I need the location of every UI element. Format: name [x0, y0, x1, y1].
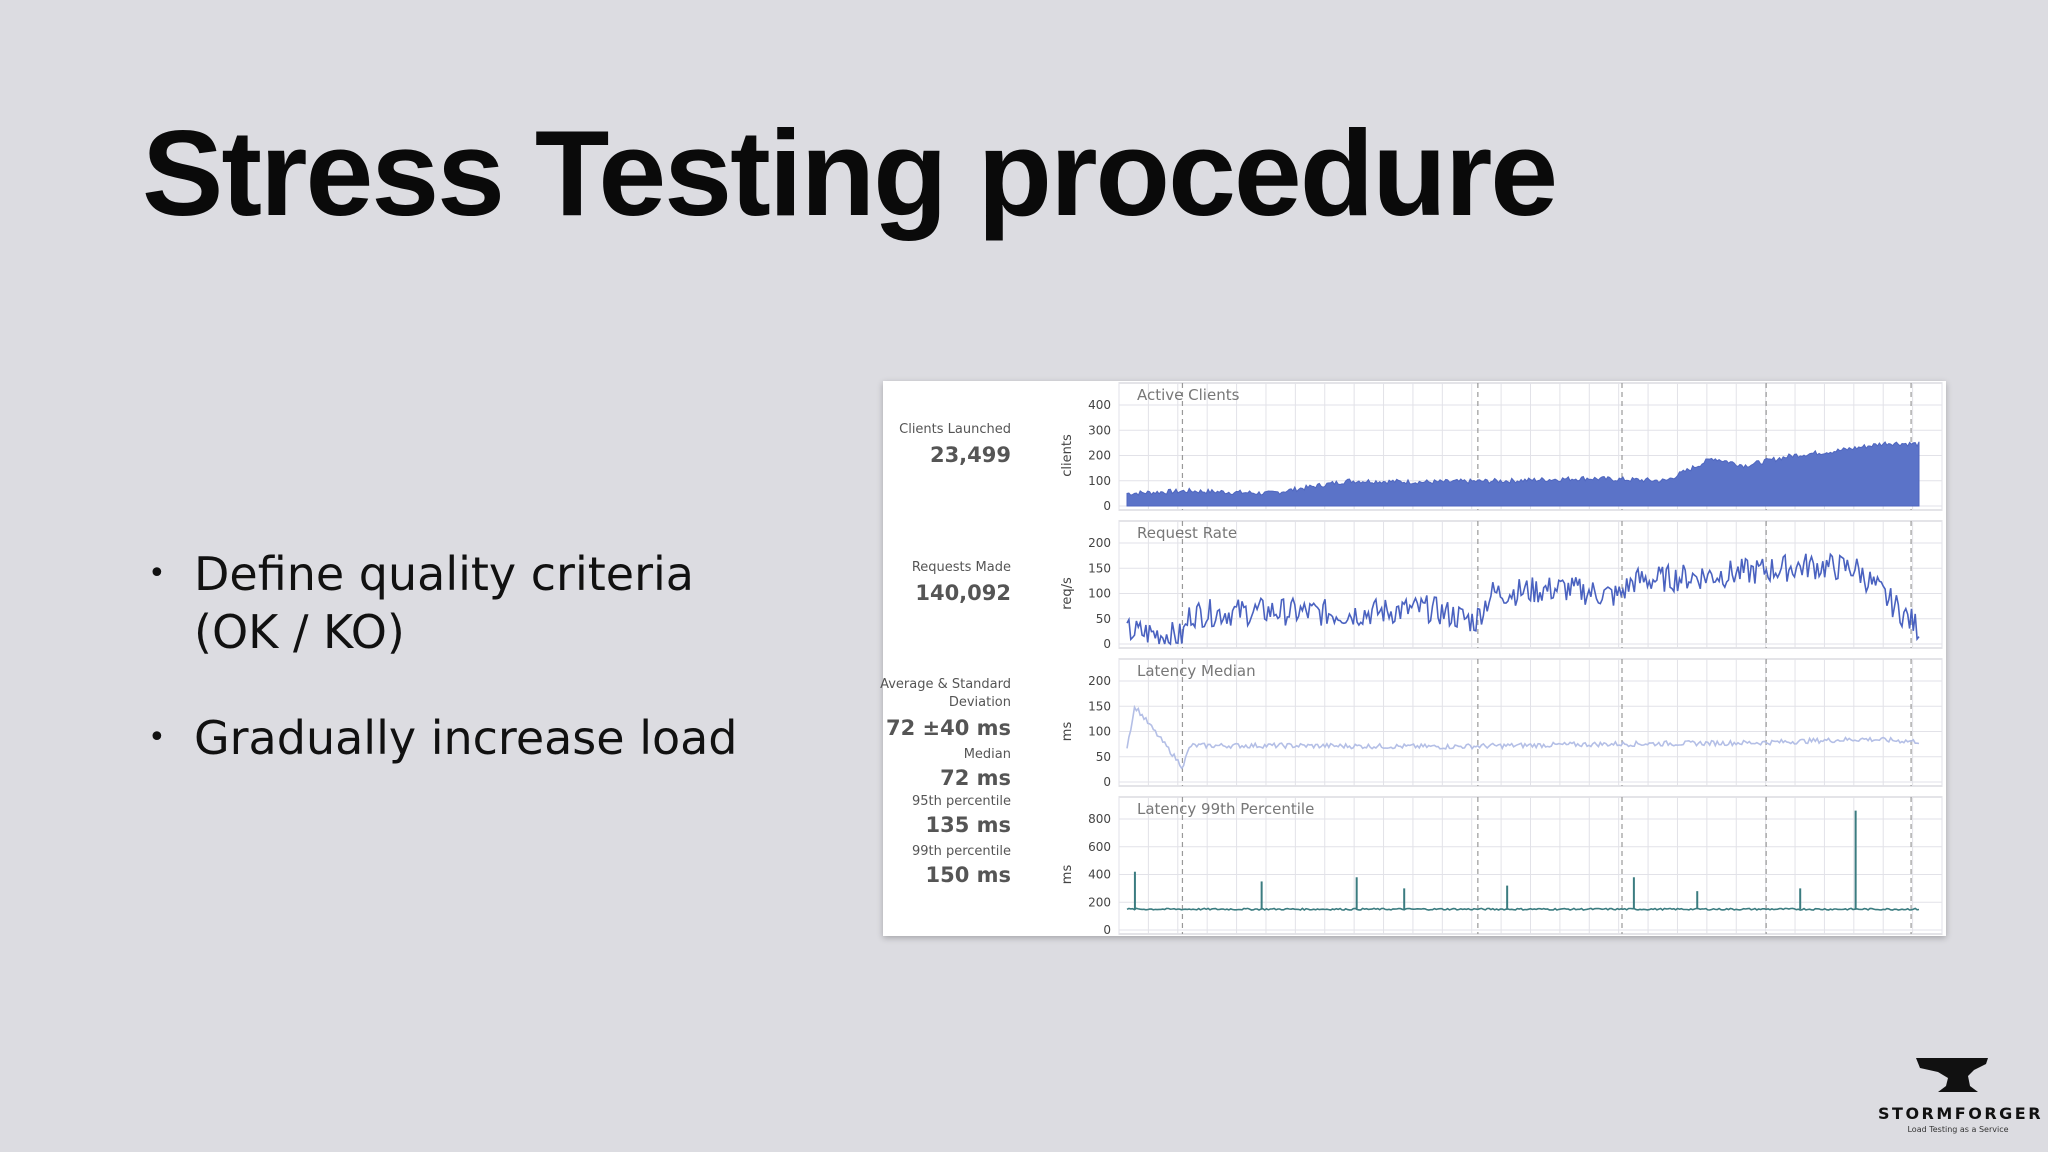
y-tick-label: 0 [1103, 499, 1111, 513]
p95-label: 95th percentile [911, 794, 1011, 809]
stress-test-dashboard: Clients Launched 23,499 Requests Made 14… [880, 381, 1946, 936]
logo-tagline: Load Testing as a Service [1907, 1125, 2009, 1134]
y-axis-label: ms [1060, 722, 1075, 742]
charts-area: 0 100 200 300 400 Active Clients clients 0 50 100… [1060, 382, 1943, 936]
logo-name: STORMFORGER [1878, 1104, 2044, 1123]
y-tick-label: 600 [1088, 840, 1111, 854]
y-axis-label: req/s [1060, 577, 1075, 610]
p99-label: 99th percentile [911, 844, 1011, 859]
y-tick-label: 0 [1103, 923, 1111, 936]
y-tick-label: 400 [1088, 868, 1111, 882]
series-line [1126, 907, 1920, 912]
series-line [1126, 552, 1920, 646]
stats-panel: Clients Launched 23,499 Requests Made 14… [880, 381, 1011, 936]
bullet-text: Gradually increase load [194, 711, 738, 765]
y-tick-label: 50 [1096, 750, 1111, 764]
y-tick-label: 200 [1088, 674, 1111, 688]
y-tick-label: 150 [1088, 561, 1111, 575]
y-tick-label: 200 [1088, 895, 1111, 909]
bullet-text: (OK / KO) [194, 605, 405, 659]
y-tick-label: 100 [1088, 725, 1111, 739]
y-tick-label: 400 [1088, 398, 1111, 412]
y-tick-label: 200 [1088, 449, 1111, 463]
chart-title: Active Clients [1137, 386, 1240, 404]
clients-launched-value: 23,499 [929, 443, 1011, 467]
requests-made-label: Requests Made [911, 560, 1011, 575]
avg-std-value: 72 ±40 ms [885, 716, 1011, 740]
chart-title: Request Rate [1137, 524, 1237, 542]
median-label: Median [963, 747, 1011, 762]
y-tick-label: 100 [1088, 474, 1111, 488]
y-tick-label: 300 [1088, 423, 1111, 437]
y-tick-label: 0 [1103, 775, 1111, 789]
slide-title: Stress Testing procedure [142, 105, 1558, 241]
bullet-text: Define quality criteria [194, 547, 694, 601]
series-line [1126, 704, 1920, 770]
y-axis-label: clients [1060, 434, 1075, 477]
bullet-dot-icon: • [148, 720, 166, 755]
clients-launched-label: Clients Launched [899, 422, 1011, 437]
bullet-item: • Gradually increase load [148, 709, 738, 767]
anvil-icon [1916, 1058, 1988, 1092]
y-tick-label: 50 [1096, 612, 1111, 626]
chart-title: Latency Median [1137, 662, 1256, 680]
requests-made-value: 140,092 [915, 581, 1011, 605]
bullet-dot-icon: • [148, 556, 166, 591]
y-tick-label: 200 [1088, 536, 1111, 550]
y-tick-label: 800 [1088, 812, 1111, 826]
p95-value: 135 ms [925, 813, 1011, 837]
p99-value: 150 ms [925, 863, 1011, 887]
avg-std-label: Average & Standard Deviation [880, 677, 1011, 710]
chart-title: Latency 99th Percentile [1137, 800, 1314, 818]
stormforger-logo: STORMFORGER Load Testing as a Service [1878, 1052, 2044, 1136]
y-tick-label: 150 [1088, 699, 1111, 713]
series-area [1126, 441, 1920, 507]
median-value: 72 ms [940, 766, 1011, 790]
bullet-item: • Define quality criteria (OK / KO) [148, 545, 738, 661]
y-tick-label: 0 [1103, 637, 1111, 651]
bullet-list: • Define quality criteria (OK / KO) • Gr… [148, 545, 738, 815]
y-tick-label: 100 [1088, 587, 1111, 601]
y-axis-label: ms [1060, 865, 1075, 885]
